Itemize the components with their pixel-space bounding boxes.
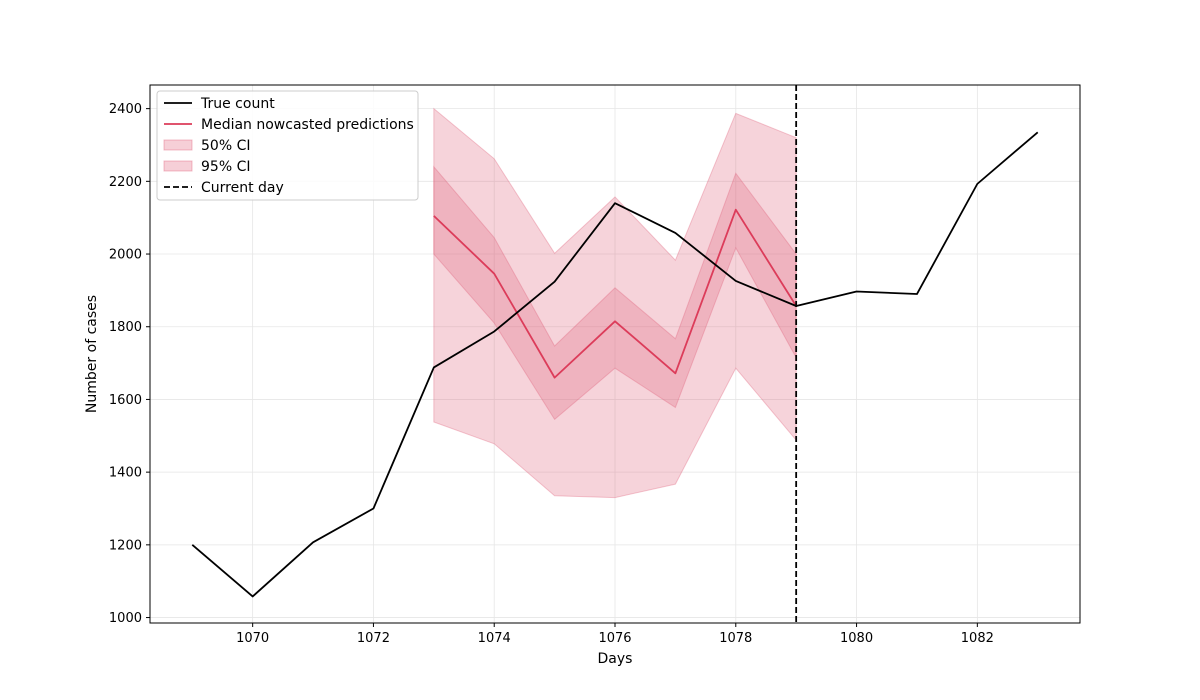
x-axis-label: Days — [598, 651, 633, 667]
legend-label: Current day — [201, 180, 284, 196]
x-tick-label: 1078 — [719, 631, 752, 646]
y-tick-label: 1200 — [109, 538, 142, 553]
legend-item-true-count: True count — [164, 96, 275, 112]
legend-box — [156, 90, 419, 201]
x-tick-label: 1082 — [961, 631, 994, 646]
legend-label: 50% CI — [201, 138, 250, 154]
x-tick-label: 1074 — [478, 631, 511, 646]
legend-item-ci-95: 95% CI — [163, 159, 250, 175]
legend-item-ci-50: 50% CI — [163, 138, 250, 154]
legend-item-current-day: Current day — [164, 180, 284, 196]
y-tick-label: 2200 — [109, 175, 142, 190]
y-tick-label: 2400 — [109, 102, 142, 117]
y-axis-label: Number of cases — [84, 295, 100, 413]
y-tick-label: 2000 — [109, 248, 142, 263]
y-axis-ticks: 1000 1200 1400 1600 1800 2000 2200 2400 — [109, 102, 150, 626]
legend-item-median-predictions: Median nowcasted predictions — [164, 117, 414, 133]
true-count-line — [191, 131, 1039, 598]
legend-label: 95% CI — [201, 159, 250, 175]
y-tick-label: 1800 — [109, 320, 142, 335]
y-tick-label: 1400 — [109, 466, 142, 481]
legend-swatch — [163, 139, 193, 151]
x-tick-label: 1076 — [598, 631, 631, 646]
x-tick-label: 1080 — [840, 631, 873, 646]
legend-label: True count — [200, 96, 275, 112]
y-tick-label: 1600 — [109, 393, 142, 408]
x-tick-label: 1070 — [236, 631, 269, 646]
y-tick-label: 1000 — [109, 611, 142, 626]
legend: True count Median nowcasted predictions 50… — [156, 90, 419, 201]
grid — [150, 85, 1080, 623]
x-axis-ticks: 1070 1072 1074 1076 1078 1080 1082 — [236, 623, 994, 646]
legend-label: Median nowcasted predictions — [201, 117, 414, 133]
median-prediction-line — [433, 208, 797, 379]
legend-swatch — [163, 160, 193, 172]
x-tick-label: 1072 — [357, 631, 390, 646]
series-lines — [191, 85, 1039, 623]
